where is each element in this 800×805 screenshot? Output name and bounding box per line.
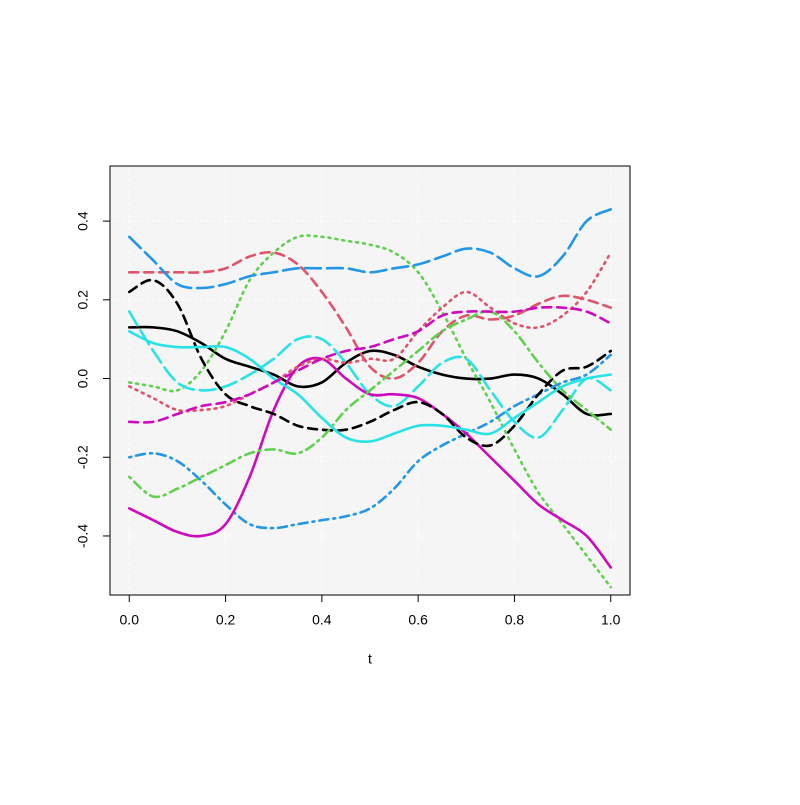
y-tick-label: -0.2 — [75, 445, 91, 469]
series-line — [127, 309, 613, 499]
x-tick-label: 0.6 — [408, 612, 428, 628]
x-tick-label: 0.2 — [216, 612, 236, 628]
y-tick-label: -0.4 — [75, 524, 91, 548]
y-tick-label: 0.2 — [75, 290, 91, 310]
series-line — [127, 250, 613, 380]
series-line — [127, 305, 613, 424]
y-tick-label: 0.0 — [75, 369, 91, 389]
x-tick-label: 0.8 — [505, 612, 525, 628]
series-line — [127, 278, 613, 448]
x-tick-label: 0.0 — [120, 612, 140, 628]
x-axis-label: t — [368, 651, 372, 667]
series-line — [127, 353, 613, 530]
x-tick-label: 1.0 — [601, 612, 621, 628]
series-line — [127, 356, 613, 569]
y-tick-label: 0.4 — [75, 211, 91, 231]
series-line — [127, 330, 613, 444]
series-line — [127, 234, 613, 589]
series-line — [127, 251, 613, 413]
series-line — [127, 207, 613, 290]
x-tick-label: 0.4 — [312, 612, 332, 628]
